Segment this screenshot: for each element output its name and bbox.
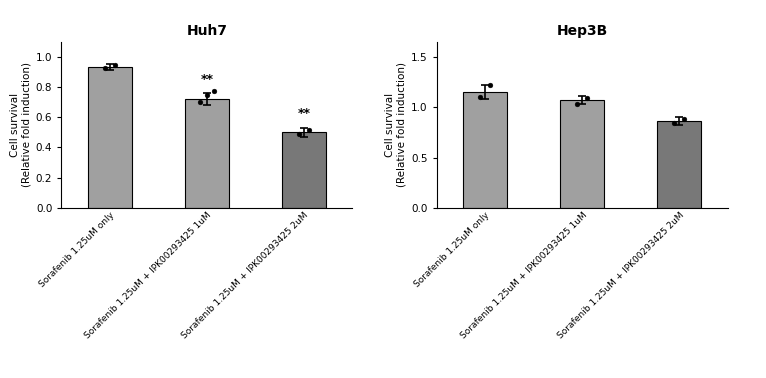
Point <box>201 92 213 98</box>
Point <box>194 99 206 105</box>
Title: Hep3B: Hep3B <box>557 24 607 38</box>
Y-axis label: Cell survival
(Relative fold induction): Cell survival (Relative fold induction) <box>10 62 31 187</box>
Bar <box>282 132 326 208</box>
Bar <box>463 92 507 208</box>
Point <box>678 116 690 122</box>
Point <box>109 62 121 68</box>
Point <box>668 120 680 126</box>
Point <box>303 127 315 133</box>
Bar <box>88 67 132 208</box>
Bar <box>657 121 701 208</box>
Point <box>293 131 305 137</box>
Point <box>581 95 593 101</box>
Point <box>99 65 111 71</box>
Y-axis label: Cell survival
(Relative fold induction): Cell survival (Relative fold induction) <box>385 62 407 187</box>
Title: Huh7: Huh7 <box>186 24 228 38</box>
Bar <box>185 99 229 208</box>
Point <box>484 82 496 88</box>
Bar <box>560 100 604 208</box>
Text: **: ** <box>297 107 310 120</box>
Point <box>571 101 584 107</box>
Point <box>474 94 486 100</box>
Text: **: ** <box>201 73 213 85</box>
Point <box>208 88 220 94</box>
